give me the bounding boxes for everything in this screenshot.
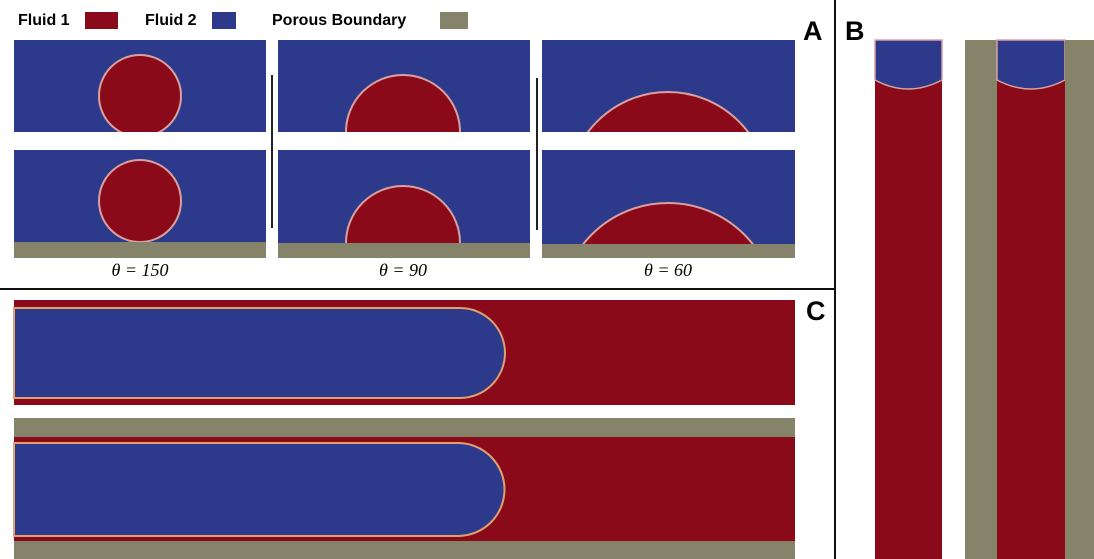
legend-label: Porous Boundary (272, 12, 406, 29)
porous-boundary (14, 418, 795, 437)
porous-boundary (1065, 40, 1094, 559)
panel-b: B (845, 16, 1094, 559)
porous-boundary (965, 40, 997, 559)
panel-c: C (14, 296, 826, 559)
meniscus (997, 40, 1065, 89)
figure: Fluid 1 Fluid 2 Porous Boundary θ = 150 … (0, 0, 1094, 559)
legend-swatch (212, 12, 236, 29)
porous-boundary (14, 541, 795, 559)
angle-label: θ = 90 (379, 260, 427, 280)
invading-front (14, 443, 505, 536)
porous-boundary (278, 243, 530, 258)
meniscus (875, 40, 942, 89)
porous-boundary (542, 244, 795, 258)
panel-label: B (845, 16, 865, 46)
legend: Fluid 1 Fluid 2 Porous Boundary (18, 12, 468, 29)
legend-label: Fluid 2 (145, 12, 197, 29)
legend-swatch (440, 12, 468, 29)
legend-label: Fluid 1 (18, 12, 70, 29)
angle-label: θ = 150 (112, 260, 169, 280)
domain (875, 40, 942, 559)
domain (997, 40, 1065, 559)
invading-front (14, 308, 505, 398)
droplet (99, 160, 181, 242)
panel-label: C (806, 296, 826, 326)
porous-boundary (14, 242, 266, 258)
legend-swatch (85, 12, 118, 29)
droplet (99, 55, 181, 137)
panel-label: A (803, 16, 823, 46)
angle-label: θ = 60 (644, 260, 692, 280)
